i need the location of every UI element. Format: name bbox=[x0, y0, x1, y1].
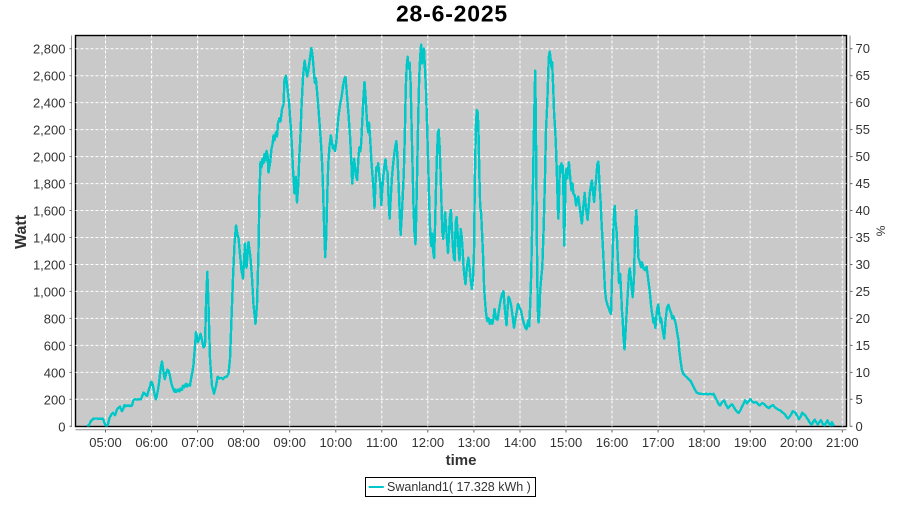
svg-text:10:00: 10:00 bbox=[320, 435, 353, 450]
svg-text:13:00: 13:00 bbox=[458, 435, 491, 450]
svg-text:60: 60 bbox=[856, 95, 870, 110]
svg-text:1,800: 1,800 bbox=[33, 177, 66, 192]
svg-text:600: 600 bbox=[44, 338, 66, 353]
svg-text:28-6-2025: 28-6-2025 bbox=[396, 1, 508, 27]
svg-text:18:00: 18:00 bbox=[688, 435, 721, 450]
svg-text:65: 65 bbox=[856, 68, 870, 83]
svg-text:Swanland1( 17.328 kWh ): Swanland1( 17.328 kWh ) bbox=[387, 480, 531, 494]
svg-text:12:00: 12:00 bbox=[412, 435, 445, 450]
svg-text:2,000: 2,000 bbox=[33, 150, 66, 165]
svg-text:11:00: 11:00 bbox=[366, 435, 398, 450]
svg-text:40: 40 bbox=[856, 203, 870, 218]
svg-text:1,000: 1,000 bbox=[33, 284, 66, 299]
svg-text:55: 55 bbox=[856, 122, 870, 137]
svg-text:2,600: 2,600 bbox=[33, 69, 66, 84]
svg-text:800: 800 bbox=[44, 311, 66, 326]
svg-text:2,800: 2,800 bbox=[33, 42, 66, 57]
svg-text:400: 400 bbox=[44, 365, 66, 380]
svg-text:20:00: 20:00 bbox=[780, 435, 813, 450]
svg-text:21:00: 21:00 bbox=[826, 435, 859, 450]
svg-text:17:00: 17:00 bbox=[642, 435, 675, 450]
svg-text:35: 35 bbox=[856, 230, 870, 245]
svg-text:time: time bbox=[446, 452, 477, 469]
svg-text:1,400: 1,400 bbox=[33, 231, 66, 246]
svg-text:0: 0 bbox=[856, 419, 863, 434]
svg-text:200: 200 bbox=[44, 392, 66, 407]
svg-text:07:00: 07:00 bbox=[181, 435, 214, 450]
svg-text:19:00: 19:00 bbox=[734, 435, 767, 450]
svg-text:50: 50 bbox=[856, 149, 870, 164]
svg-text:20: 20 bbox=[856, 311, 870, 326]
svg-text:25: 25 bbox=[856, 284, 870, 299]
svg-text:05:00: 05:00 bbox=[89, 435, 122, 450]
svg-text:14:00: 14:00 bbox=[504, 435, 537, 450]
svg-text:0: 0 bbox=[58, 419, 65, 434]
svg-text:08:00: 08:00 bbox=[227, 435, 260, 450]
svg-text:70: 70 bbox=[856, 41, 870, 56]
svg-text:10: 10 bbox=[856, 365, 870, 380]
svg-text:Watt: Watt bbox=[13, 214, 30, 249]
svg-text:15:00: 15:00 bbox=[550, 435, 583, 450]
svg-text:%: % bbox=[874, 226, 888, 237]
svg-text:15: 15 bbox=[856, 338, 870, 353]
svg-text:2,200: 2,200 bbox=[33, 123, 66, 138]
svg-text:1,600: 1,600 bbox=[33, 204, 66, 219]
svg-text:09:00: 09:00 bbox=[273, 435, 306, 450]
svg-text:30: 30 bbox=[856, 257, 870, 272]
svg-text:06:00: 06:00 bbox=[135, 435, 168, 450]
svg-text:5: 5 bbox=[856, 392, 863, 407]
svg-text:45: 45 bbox=[856, 176, 870, 191]
svg-text:2,400: 2,400 bbox=[33, 96, 66, 111]
svg-text:1,200: 1,200 bbox=[33, 258, 66, 273]
svg-text:16:00: 16:00 bbox=[596, 435, 629, 450]
